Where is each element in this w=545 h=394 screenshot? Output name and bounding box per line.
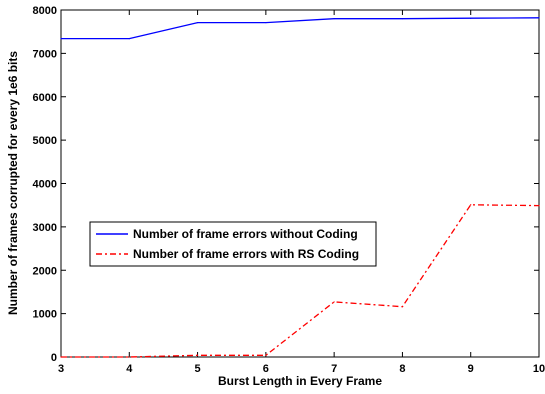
y-tick-label: 6000 xyxy=(33,92,57,104)
x-tick-label: 3 xyxy=(58,363,64,375)
series-1-point xyxy=(333,301,335,303)
x-tick-label: 7 xyxy=(331,363,337,375)
x-tick-label: 10 xyxy=(533,363,545,375)
x-axis-ticks: 3 4 5 6 7 8 9 10 xyxy=(58,10,545,375)
legend: Number of frame errors without Coding Nu… xyxy=(89,221,377,267)
x-tick-label: 9 xyxy=(468,363,474,375)
series-0-point xyxy=(401,18,404,20)
series-0-point xyxy=(128,38,130,40)
y-tick-label: 2000 xyxy=(33,265,57,277)
series-0-point xyxy=(538,17,540,19)
x-tick-label: 6 xyxy=(263,363,269,375)
y-tick-label: 0 xyxy=(51,352,57,364)
y-tick-label: 3000 xyxy=(33,222,57,234)
series-1-point xyxy=(265,354,267,356)
series-1-point xyxy=(60,356,62,358)
series-1-point xyxy=(470,204,472,206)
y-tick-label: 7000 xyxy=(33,48,57,60)
series-0-point xyxy=(333,18,335,20)
x-tick-label: 8 xyxy=(399,363,405,375)
series-1-point xyxy=(538,205,540,207)
series-0-point xyxy=(265,21,267,24)
x-axis-label: Burst Length in Every Frame xyxy=(218,374,382,388)
legend-label-no-coding: Number of frame errors without Coding xyxy=(133,227,358,241)
legend-label-rs-coding: Number of frame errors with RS Coding xyxy=(133,247,359,261)
y-tick-label: 5000 xyxy=(33,135,57,147)
y-axis-ticks: 0 1000 2000 3000 4000 5000 6000 7000 8000 xyxy=(33,5,539,364)
y-tick-label: 1000 xyxy=(33,309,57,321)
y-tick-label: 8000 xyxy=(33,5,57,17)
series-layer xyxy=(60,17,540,358)
y-axis-label: Number of frames corrupted for every 1e6… xyxy=(6,51,20,315)
series-0-point xyxy=(470,17,472,19)
series-line-1 xyxy=(61,204,540,358)
legend-box xyxy=(89,221,377,267)
x-tick-label: 5 xyxy=(195,363,201,375)
series-1-point xyxy=(196,354,199,356)
series-0-point xyxy=(60,38,62,40)
plot-area xyxy=(60,9,540,358)
x-tick-label: 4 xyxy=(126,363,133,375)
y-tick-label: 4000 xyxy=(33,179,57,191)
series-1-point xyxy=(128,356,130,358)
series-1-point xyxy=(401,306,404,308)
series-line-0 xyxy=(61,17,540,40)
series-0-point xyxy=(196,21,199,24)
